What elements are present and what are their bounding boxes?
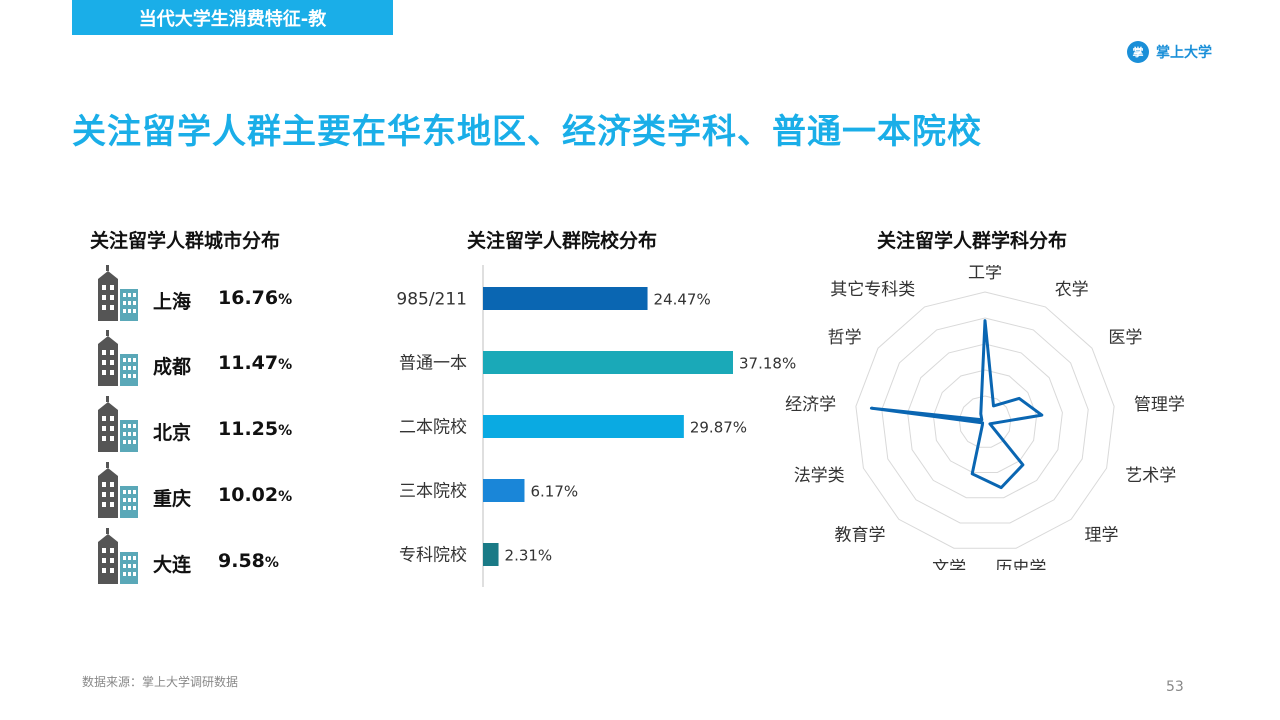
radar-grid-ring [932,369,1038,473]
city-item: 上海 16.76% [96,265,316,321]
bar-value-label: 29.87% [690,419,747,437]
city-name: 重庆 [153,488,192,510]
bar [483,479,525,502]
logo-icon: 掌 [1127,41,1149,63]
page-title: 关注留学人群主要在华东地区、经济类学科、普通一本院校 [72,112,982,152]
bar [483,287,648,310]
bar-value-label: 2.31% [505,547,553,565]
radar-axis-label: 经济学 [785,395,836,415]
radar-series-line [869,319,1044,490]
city-percent-unit: % [278,489,293,505]
radar-axis-label: 农学 [1055,280,1089,300]
city-name: 大连 [153,554,192,576]
city-value: 11.47% [218,352,292,374]
city-percent: 10.02 [218,484,279,506]
city-name: 成都 [153,356,192,378]
bar-value-label: 6.17% [530,483,578,501]
radar-axis-label: 其它专科类 [830,280,915,300]
section-tag: 当代大学生消费特征-教 [72,0,393,35]
svg-text:掌: 掌 [1133,45,1144,59]
radar-grid-ring [958,395,1012,448]
city-percent: 9.58 [218,550,265,572]
city-value: 9.58% [218,550,279,572]
city-value: 10.02% [218,484,292,506]
radar-axis-label: 历史学 [995,559,1046,570]
city-percent-unit: % [264,555,279,571]
radar-axis-label: 艺术学 [1125,466,1176,486]
radar-axis-label: 工学 [968,265,1002,283]
radar-grid-ring [907,343,1063,499]
city-percent: 16.76 [218,287,279,309]
city-percent-unit: % [278,423,293,439]
school-bar-chart: 985/211 24.47% 普通一本 37.18% 二本院校 29.87% 三本院校 6.1… [396,265,796,587]
bar-value-label: 37.18% [739,355,796,373]
subject-section-title: 关注留学人群学科分布 [877,230,1068,252]
brand-logo: 掌 掌上大学 [1126,40,1212,64]
building-icon [98,330,138,386]
city-name: 北京 [153,422,192,444]
bar-value-label: 24.47% [654,291,711,309]
building-icon [98,396,138,452]
bar [483,543,499,566]
school-section-title: 关注留学人群院校分布 [467,230,658,252]
city-percent-unit: % [278,357,293,373]
bar-category-label: 二本院校 [399,418,467,438]
city-section-title: 关注留学人群城市分布 [90,230,281,252]
radar-grid-ring [881,317,1089,524]
radar-axis-label: 教育学 [835,525,886,545]
radar-axis-label: 文学 [932,559,966,570]
building-icon [98,265,138,321]
radar-axis-label: 医学 [1108,328,1142,348]
city-name: 上海 [153,291,192,313]
bar-category-label: 985/211 [396,290,467,310]
radar-axis-label: 哲学 [828,328,862,348]
bar [483,351,733,374]
city-percent: 11.25 [218,418,279,440]
bar-category-label: 普通一本 [399,354,467,374]
data-source-note: 数据来源：掌上大学调研数据 [82,675,239,689]
city-item: 北京 11.25% [96,396,316,452]
city-percent-unit: % [278,292,293,308]
bar-category-label: 专科院校 [399,546,467,566]
radar-axis-label: 法学类 [794,466,845,486]
building-icon [98,462,138,518]
logo-text: 掌上大学 [1156,45,1212,61]
city-value: 16.76% [218,287,292,309]
bar-category-label: 三本院校 [399,482,467,502]
page-number: 53 [1166,679,1184,695]
building-icon [98,528,138,584]
city-percent: 11.47 [218,352,279,374]
city-item: 成都 11.47% [96,330,316,386]
city-value: 11.25% [218,418,292,440]
city-item: 大连 9.58% [96,528,316,584]
city-item: 重庆 10.02% [96,462,316,518]
radar-axis-label: 理学 [1085,525,1119,545]
radar-grid-ring [855,291,1115,549]
radar-axis-label: 管理学 [1134,395,1185,415]
bar [483,415,684,438]
